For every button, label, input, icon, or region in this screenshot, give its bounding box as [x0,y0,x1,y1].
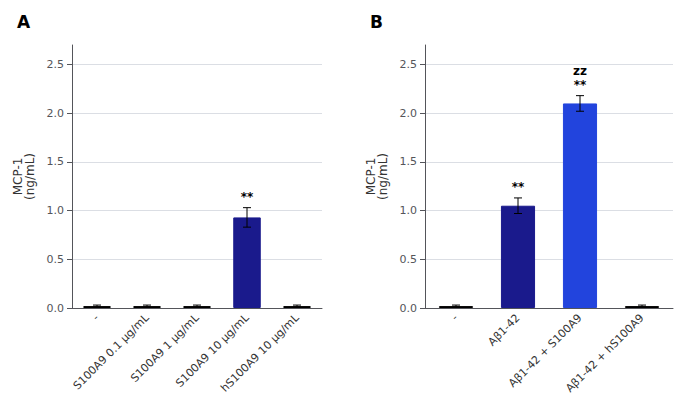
svg-text:1.5: 1.5 [47,155,65,168]
svg-text:Aβ1-42: Aβ1-42 [485,311,522,348]
svg-text:0.5: 0.5 [47,253,65,266]
svg-text:Aβ1-42 + S100A9: Aβ1-42 + S100A9 [506,311,585,390]
svg-text:A: A [17,12,31,32]
svg-text:MCP-1: MCP-1 [364,157,378,196]
svg-text:2.0: 2.0 [47,107,65,120]
svg-text:Aβ1-42 + hS100A9: Aβ1-42 + hS100A9 [563,311,646,394]
svg-text:-: - [90,311,102,323]
svg-text:0.5: 0.5 [400,253,418,266]
svg-text:B: B [370,12,383,32]
svg-text:hS100A9 10 μg/mL: hS100A9 10 μg/mL [218,311,302,395]
svg-text:1.5: 1.5 [400,155,418,168]
svg-text:1.0: 1.0 [47,204,65,217]
svg-text:zz: zz [573,64,587,78]
svg-text:(ng/mL): (ng/mL) [23,153,37,200]
svg-text:1.0: 1.0 [400,204,418,217]
svg-text:2.5: 2.5 [400,58,418,71]
svg-text:**: ** [574,78,587,92]
svg-text:MCP-1: MCP-1 [11,157,25,196]
svg-text:**: ** [241,190,254,204]
svg-text:-: - [449,311,461,323]
svg-text:**: ** [512,180,525,194]
svg-text:0.0: 0.0 [400,302,418,315]
svg-text:S100A9 0.1 μg/mL: S100A9 0.1 μg/mL [70,311,152,393]
svg-text:2.0: 2.0 [400,107,418,120]
svg-text:(ng/mL): (ng/mL) [376,153,390,200]
svg-text:S100A9 1 μg/mL: S100A9 1 μg/mL [128,311,202,385]
svg-text:S100A9 10 μg/mL: S100A9 10 μg/mL [173,311,252,390]
svg-text:0.0: 0.0 [47,302,65,315]
svg-text:2.5: 2.5 [47,58,65,71]
